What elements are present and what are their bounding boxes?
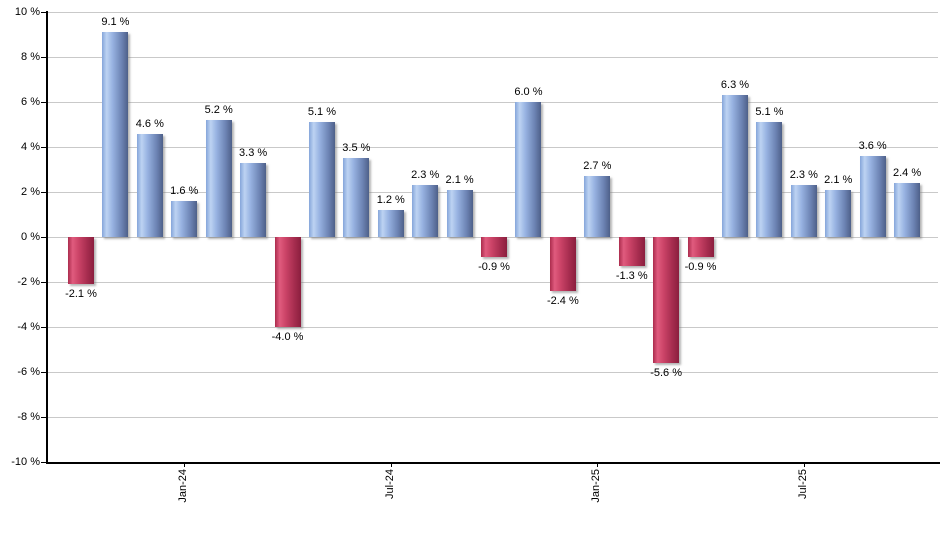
x-axis-tick (184, 462, 186, 467)
bar-positive (343, 158, 370, 237)
gridline (48, 282, 938, 283)
bar-value-label: 3.3 % (239, 146, 268, 159)
gridline (48, 372, 938, 373)
x-axis-tick (390, 462, 392, 467)
y-axis-tick-label: -6 % (17, 366, 40, 378)
bar-positive (240, 162, 267, 237)
y-axis-tick-label: 0 % (21, 231, 40, 243)
y-axis-tick-label: 10 % (14, 6, 40, 18)
y-axis-tick-label: 8 % (21, 51, 40, 63)
y-axis-tick (41, 327, 46, 328)
y-axis-tick-label: -2 % (17, 276, 40, 288)
x-axis-line (46, 462, 940, 464)
x-axis-tick (803, 462, 805, 467)
bar-value-label: -5.6 % (650, 367, 683, 379)
y-axis-tick (41, 57, 46, 58)
x-axis-tick (597, 462, 599, 467)
gridline (48, 12, 938, 13)
gridline (48, 192, 938, 193)
bar-negative (481, 237, 508, 258)
bar-value-label: -2.4 % (546, 295, 579, 307)
plot-area (48, 12, 938, 463)
x-axis-tick-label: Jan-24 (177, 469, 190, 503)
gridline (48, 102, 938, 103)
gridline (48, 417, 938, 418)
bar-value-label: 3.6 % (858, 140, 887, 152)
y-axis-tick (41, 147, 46, 148)
bar-value-label: 2.4 % (893, 167, 922, 179)
bar-negative (274, 237, 301, 327)
bar-positive (825, 189, 852, 237)
bar-positive (136, 133, 163, 237)
bar-positive (102, 32, 129, 237)
bar-positive (515, 102, 542, 237)
y-axis-tick (41, 12, 46, 13)
y-axis-line (46, 11, 48, 464)
bar-negative (618, 237, 645, 267)
bar-value-label: 2.1 % (445, 173, 474, 186)
bar-value-label: 2.1 % (824, 173, 853, 186)
x-axis-tick-label: Jan-25 (590, 469, 603, 503)
bar-negative (653, 237, 680, 363)
bar-value-label: 1.2 % (376, 194, 405, 206)
bar-positive (446, 189, 473, 237)
bar-positive (377, 210, 404, 237)
bar-value-label: 2.3 % (789, 169, 818, 182)
bar-negative (687, 237, 714, 258)
x-axis-tick-label: Jul-25 (796, 469, 809, 499)
y-axis-tick-label: -10 % (11, 456, 40, 468)
y-axis-tick (41, 282, 46, 283)
y-axis-tick-label: 2 % (21, 186, 40, 198)
bar-positive (308, 122, 335, 237)
y-axis-tick-label: 4 % (21, 141, 40, 153)
gridline (48, 327, 938, 328)
bar-value-label: 2.3 % (411, 169, 440, 182)
bar-positive (859, 156, 886, 237)
bar-positive (584, 176, 611, 237)
bar-positive (790, 185, 817, 237)
bar-positive (205, 120, 232, 237)
bar-negative (549, 237, 576, 291)
bar-value-label: -0.9 % (478, 261, 510, 274)
bar-value-label: 5.1 % (755, 106, 784, 119)
bar-value-label: 3.5 % (342, 142, 371, 155)
bar-value-label: 1.6 % (170, 185, 199, 197)
bar-value-label: 9.1 % (101, 16, 130, 29)
y-axis-tick (41, 462, 46, 463)
y-axis-tick (41, 237, 46, 238)
bar-positive (721, 95, 748, 237)
y-axis-tick-label: -4 % (17, 321, 40, 333)
y-axis-tick (41, 372, 46, 373)
bar-positive (171, 201, 198, 237)
bar-value-label: 5.1 % (307, 106, 336, 119)
bar-value-label: 6.0 % (514, 86, 543, 98)
bar-value-label: -2.1 % (65, 288, 97, 301)
bar-positive (756, 122, 783, 237)
bar-negative (68, 237, 94, 285)
bar-positive (412, 185, 439, 237)
bar-value-label: 6.3 % (720, 79, 750, 92)
y-axis-tick-label: 6 % (21, 96, 40, 108)
bar-value-label: 4.6 % (135, 117, 164, 130)
y-axis-tick-label: -8 % (17, 411, 40, 423)
y-axis-tick (41, 192, 46, 193)
bar-value-label: -0.9 % (684, 261, 717, 274)
bar-value-label: 5.2 % (204, 104, 233, 116)
x-axis-tick-label: Jul-24 (383, 469, 396, 499)
bar-positive (894, 183, 921, 237)
bar-value-label: 2.7 % (583, 160, 612, 173)
gridline (48, 147, 938, 148)
bar-value-label: -1.3 % (615, 270, 648, 283)
y-axis-tick (41, 102, 46, 103)
y-axis-tick (41, 417, 46, 418)
gridline (48, 57, 938, 58)
bar-value-label: -4.0 % (271, 331, 304, 343)
